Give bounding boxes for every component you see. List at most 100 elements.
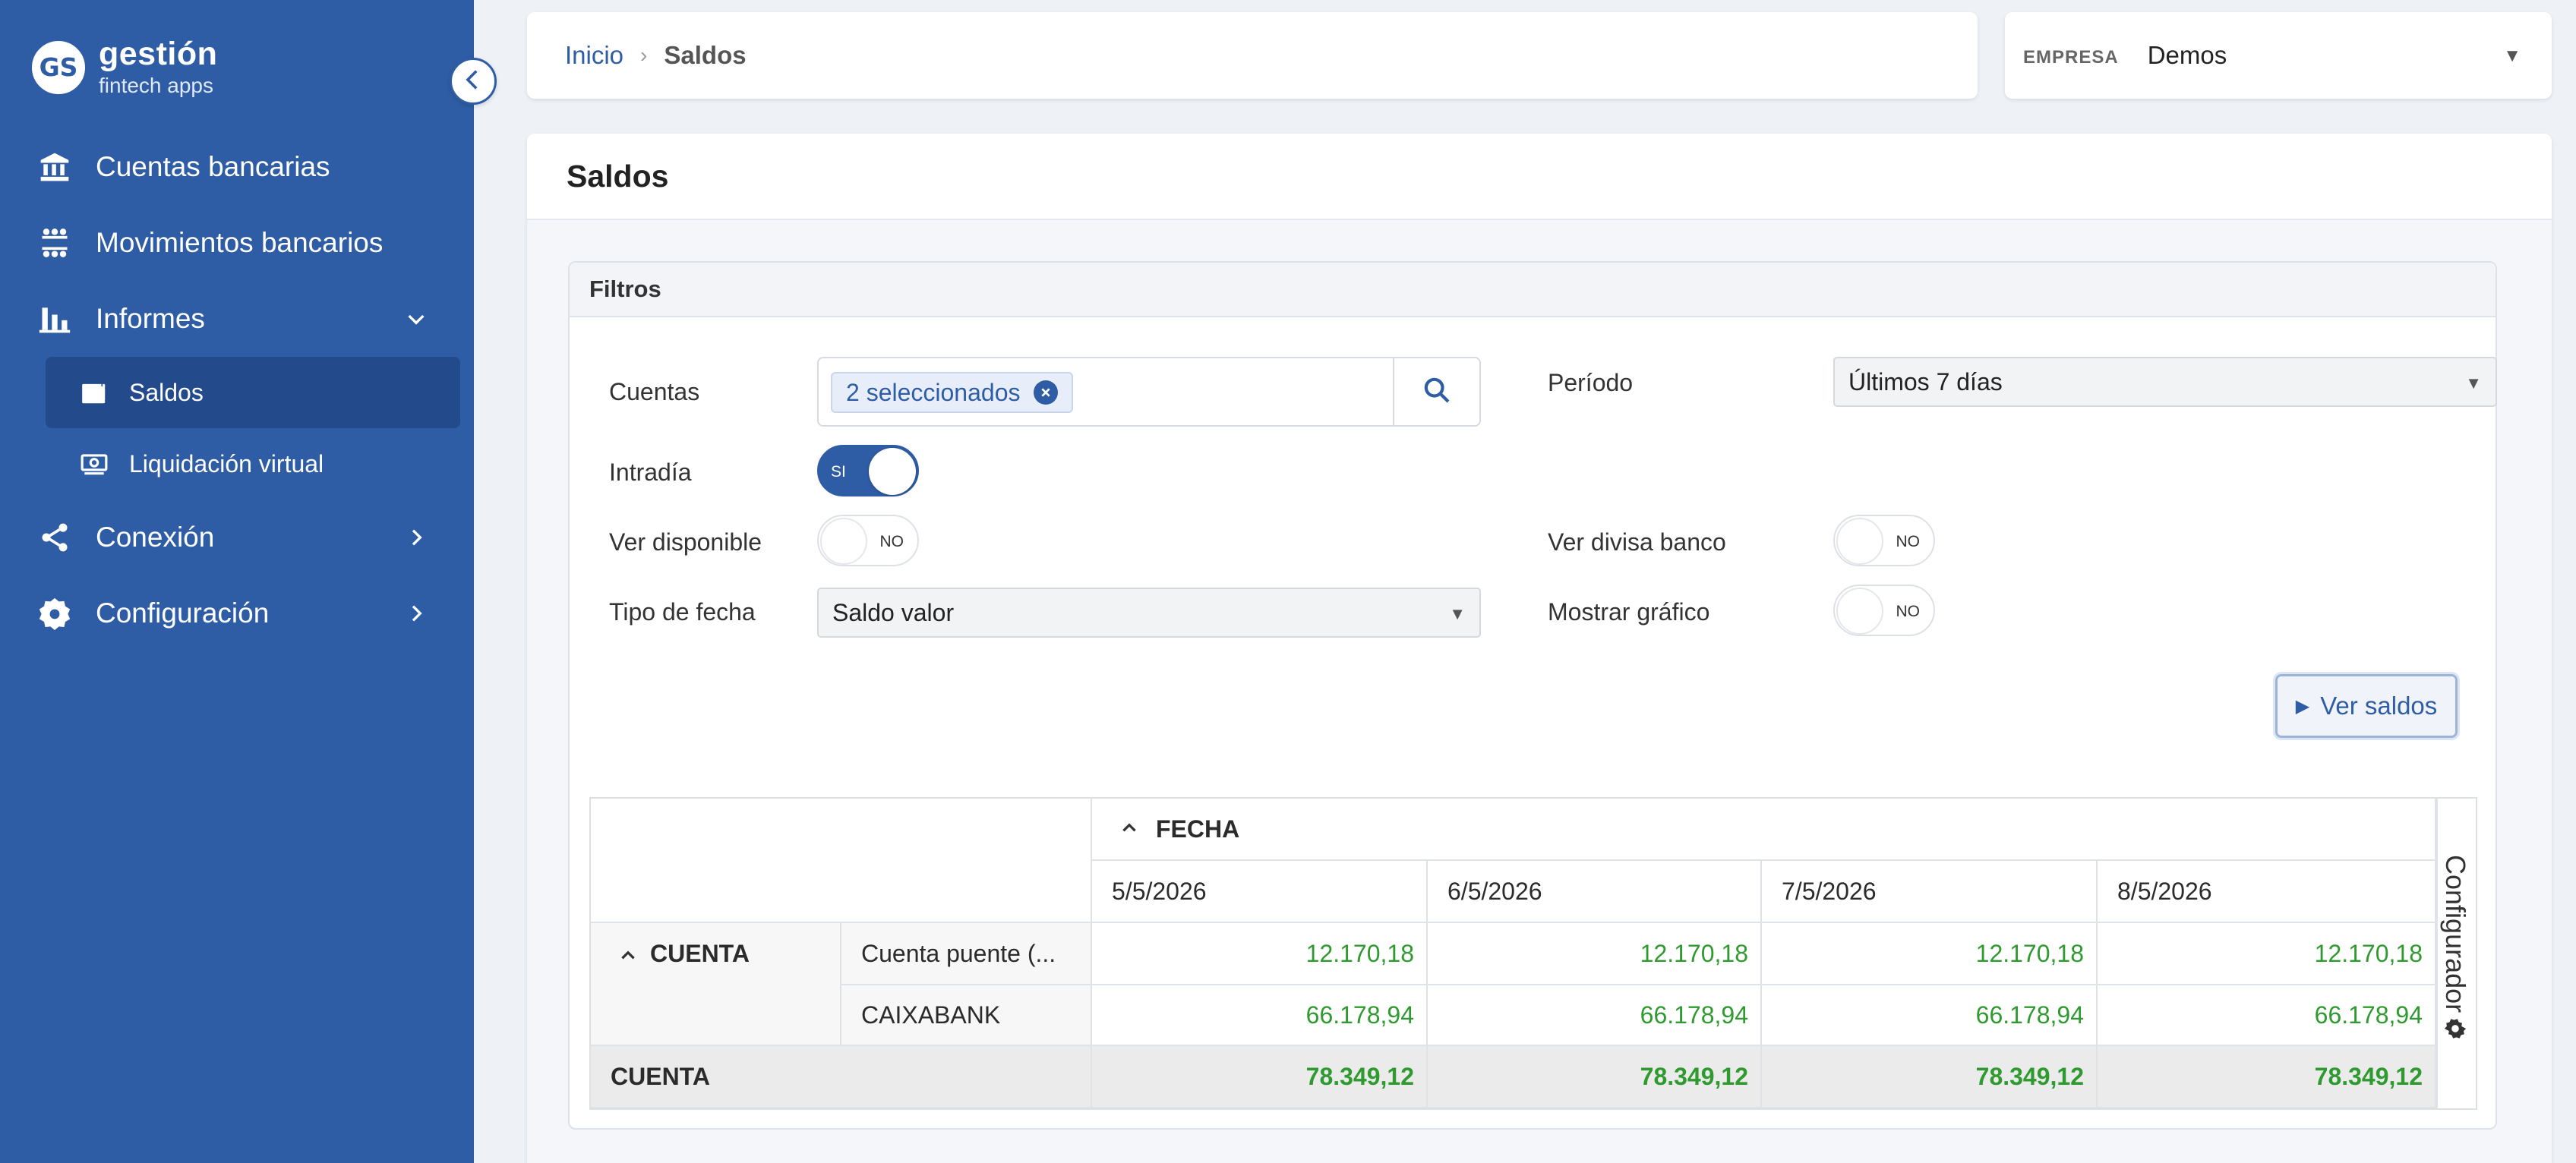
ver-divisa-toggle-state: NO <box>1896 533 1921 550</box>
toggle-knob <box>1836 588 1883 635</box>
ver-saldos-label: Ver saldos <box>2320 692 2438 720</box>
cuentas-chip-label: 2 seleccionados <box>846 378 1021 406</box>
sidebar-item-label: Conexión <box>96 522 215 553</box>
main-body: Filtros Cuentas 2 seleccionados Período <box>527 220 2552 1163</box>
pivot-total-cell: 78.349,12 <box>1092 1046 1428 1108</box>
brand-badge: GS <box>32 40 85 94</box>
toggle-knob <box>820 518 867 565</box>
mostrar-grafico-label: Mostrar gráfico <box>1548 598 1710 626</box>
breadcrumb-separator-icon: › <box>640 43 648 67</box>
pivot-value-cell: 12.170,18 <box>1762 923 2098 985</box>
mostrar-grafico-toggle-state: NO <box>1896 603 1921 620</box>
sidebar-item-cuentas-bancarias[interactable]: Cuentas bancarias <box>0 129 474 205</box>
share-icon <box>36 519 73 556</box>
pivot-total-label: CUENTA <box>591 1046 1092 1108</box>
pivot-column-field-label: FECHA <box>1156 815 1240 843</box>
ver-divisa-label: Ver divisa banco <box>1548 528 1726 556</box>
sidebar-item-label: Configuración <box>96 597 270 629</box>
transfer-icon <box>36 225 73 261</box>
pivot-row-field[interactable]: CUENTA <box>591 923 841 1046</box>
periodo-value: Últimos 7 días <box>1848 367 2003 396</box>
sidebar-subitem-saldos[interactable]: Saldos <box>46 357 460 428</box>
pivot-total-cell: 78.349,12 <box>2098 1046 2436 1108</box>
play-icon: ▶ <box>2295 695 2310 717</box>
sidebar-collapse-button[interactable] <box>450 58 497 105</box>
bank-icon <box>36 149 73 185</box>
pivot-table: FECHA 5/5/2026 6/5/2026 7/5/2026 8/5/202… <box>589 797 2477 1110</box>
gear-icon <box>2442 1016 2468 1042</box>
ver-divisa-toggle[interactable]: NO <box>1833 515 1935 566</box>
pivot-value-cell: 66.178,94 <box>2098 985 2436 1046</box>
brand-logo[interactable]: GS gestión fintech apps <box>32 38 217 96</box>
intradia-toggle[interactable]: SI <box>817 445 919 496</box>
sidebar-item-label: Movimientos bancarios <box>96 227 384 258</box>
sidebar-subitem-liquidacion-virtual[interactable]: Liquidación virtual <box>46 428 460 500</box>
sidebar-item-label: Informes <box>96 303 205 334</box>
pivot-column-field[interactable]: FECHA <box>1092 799 2436 861</box>
periodo-select[interactable]: Últimos 7 días ▼ <box>1833 357 2497 407</box>
filters-title: Filtros <box>570 263 2496 317</box>
pivot-value-cell: 12.170,18 <box>1092 923 1428 985</box>
pivot-date-header[interactable]: 7/5/2026 <box>1762 861 2098 923</box>
toggle-knob <box>1836 518 1883 565</box>
toggle-knob <box>869 448 916 495</box>
company-value: Demos <box>2147 41 2227 69</box>
pivot-value-cell: 66.178,94 <box>1092 985 1428 1046</box>
pivot-value-cell: 66.178,94 <box>1428 985 1762 1046</box>
sidebar-nav: Cuentas bancarias Movimientos bancarios … <box>0 129 474 651</box>
caret-down-icon: ▼ <box>1449 604 1466 623</box>
ver-saldos-button[interactable]: ▶ Ver saldos <box>2275 674 2458 738</box>
breadcrumb-current: Saldos <box>664 41 747 69</box>
pivot-date-header[interactable]: 5/5/2026 <box>1092 861 1428 923</box>
company-selector[interactable]: EMPRESA Demos ▼ <box>2005 12 2552 99</box>
mostrar-grafico-toggle[interactable]: NO <box>1833 585 1935 636</box>
pivot-total-cell: 78.349,12 <box>1428 1046 1762 1108</box>
ver-disponible-label: Ver disponible <box>609 528 762 556</box>
chevron-left-icon <box>460 67 486 96</box>
pivot-row-header[interactable]: CAIXABANK <box>841 985 1092 1046</box>
breadcrumb-home-link[interactable]: Inicio <box>565 41 624 69</box>
chevron-up-icon <box>1119 815 1139 843</box>
pivot-corner <box>591 799 1092 923</box>
sidebar-subitem-label: Saldos <box>129 378 204 406</box>
tipo-fecha-select[interactable]: Saldo valor ▼ <box>817 588 1481 638</box>
sidebar-item-label: Cuentas bancarias <box>96 151 330 182</box>
brand-title: gestión <box>99 36 218 72</box>
configurator-toggle[interactable]: Configurador <box>2436 799 2477 1108</box>
ver-disponible-toggle-state: NO <box>879 533 904 550</box>
cuentas-multiselect[interactable]: 2 seleccionados <box>817 357 1481 427</box>
chevron-right-icon <box>401 598 431 629</box>
sidebar-item-conexion[interactable]: Conexión <box>0 500 474 575</box>
pivot-date-header[interactable]: 8/5/2026 <box>2098 861 2436 923</box>
caret-down-icon: ▼ <box>2503 46 2521 66</box>
intradia-label: Intradía <box>609 459 692 486</box>
sidebar-item-movimientos-bancarios[interactable]: Movimientos bancarios <box>0 205 474 281</box>
ver-disponible-toggle[interactable]: NO <box>817 515 919 566</box>
chevron-up-icon <box>618 943 638 971</box>
main-card: Saldos Filtros Cuentas 2 seleccionados <box>527 134 2552 1163</box>
sidebar-item-informes[interactable]: Informes <box>0 281 474 357</box>
sidebar-subitem-label: Liquidación virtual <box>129 449 324 477</box>
chevron-right-icon <box>401 522 431 553</box>
tipo-fecha-value: Saldo valor <box>832 598 955 626</box>
caret-down-icon: ▼ <box>2465 373 2482 392</box>
company-label: EMPRESA <box>2023 47 2119 68</box>
pivot-value-cell: 12.170,18 <box>1428 923 1762 985</box>
cash-icon <box>79 449 109 479</box>
pivot-date-header[interactable]: 6/5/2026 <box>1428 861 1762 923</box>
pivot-value-cell: 12.170,18 <box>2098 923 2436 985</box>
pivot-value-cell: 66.178,94 <box>1762 985 2098 1046</box>
sidebar-item-configuracion[interactable]: Configuración <box>0 575 474 651</box>
intradia-toggle-state: SI <box>831 463 846 481</box>
pivot-total-cell: 78.349,12 <box>1762 1046 2098 1108</box>
wallet-icon <box>79 377 109 408</box>
clear-icon[interactable] <box>1034 380 1059 405</box>
pivot-row-header[interactable]: Cuenta puente (... <box>841 923 1092 985</box>
periodo-label: Período <box>1548 369 1634 396</box>
configurator-label: Configurador <box>2440 855 2471 1013</box>
pivot-row-field-label: CUENTA <box>650 940 750 967</box>
cuentas-chip[interactable]: 2 seleccionados <box>831 372 1074 413</box>
search-icon <box>1422 375 1452 409</box>
cuentas-search-button[interactable] <box>1393 358 1479 425</box>
sidebar: GS gestión fintech apps Cuentas bancaria… <box>0 0 474 1163</box>
